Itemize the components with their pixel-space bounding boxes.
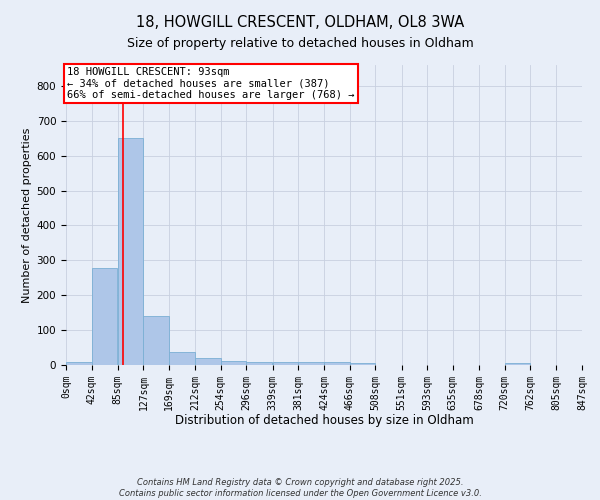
X-axis label: Distribution of detached houses by size in Oldham: Distribution of detached houses by size … bbox=[175, 414, 473, 427]
Bar bbox=[350, 364, 376, 365]
Bar bbox=[221, 361, 247, 365]
Bar bbox=[169, 352, 194, 365]
Bar bbox=[325, 362, 350, 365]
Bar bbox=[92, 268, 117, 365]
Bar bbox=[272, 362, 298, 365]
Bar bbox=[247, 362, 272, 365]
Y-axis label: Number of detached properties: Number of detached properties bbox=[22, 128, 32, 302]
Text: 18, HOWGILL CRESCENT, OLDHAM, OL8 3WA: 18, HOWGILL CRESCENT, OLDHAM, OL8 3WA bbox=[136, 15, 464, 30]
Text: Contains HM Land Registry data © Crown copyright and database right 2025.
Contai: Contains HM Land Registry data © Crown c… bbox=[119, 478, 481, 498]
Bar bbox=[505, 364, 530, 365]
Bar bbox=[143, 316, 169, 365]
Bar bbox=[66, 362, 92, 365]
Bar bbox=[298, 362, 323, 365]
Text: Size of property relative to detached houses in Oldham: Size of property relative to detached ho… bbox=[127, 38, 473, 51]
Bar bbox=[118, 138, 143, 365]
Bar bbox=[195, 358, 221, 365]
Text: 18 HOWGILL CRESCENT: 93sqm
← 34% of detached houses are smaller (387)
66% of sem: 18 HOWGILL CRESCENT: 93sqm ← 34% of deta… bbox=[67, 66, 355, 100]
